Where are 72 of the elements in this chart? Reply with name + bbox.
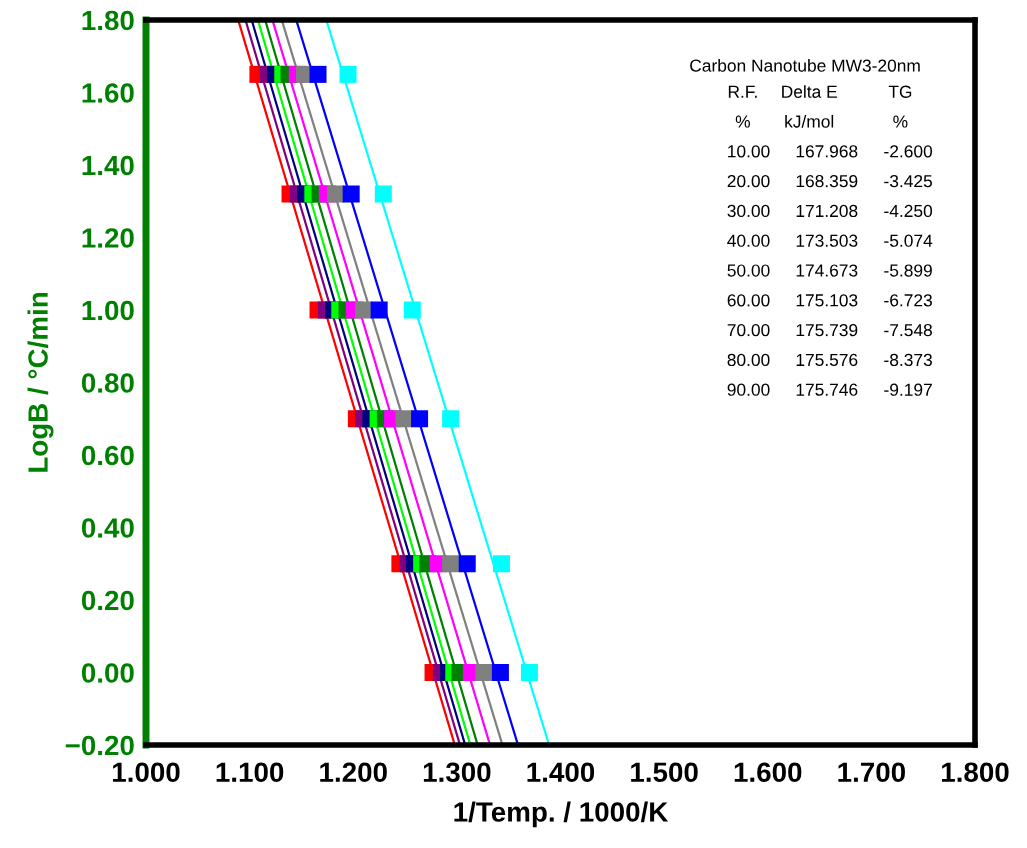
annotation: 175.103	[796, 294, 858, 307]
point	[475, 663, 493, 682]
point	[403, 301, 421, 319]
x-tick-label: 1.700	[838, 762, 905, 783]
point	[370, 301, 388, 319]
annotation: 40.00	[727, 234, 770, 247]
annotation: TG	[888, 85, 912, 98]
annotation: 90.00	[727, 383, 770, 396]
point	[339, 65, 357, 83]
x-tick-label: 1.200	[320, 762, 387, 783]
annotation: 20.00	[727, 174, 770, 188]
annotation: 175.739	[796, 323, 858, 337]
annotation: -5.899	[884, 264, 932, 277]
annotation: -6.723	[884, 294, 932, 307]
x-tick-label: 1.300	[423, 762, 491, 783]
y-tick-label: 1.40	[82, 155, 134, 176]
annotation: -4.250	[884, 204, 933, 218]
annotation: 175.746	[796, 383, 858, 396]
annotation: -5.074	[884, 234, 933, 247]
annotation: 175.576	[796, 353, 858, 367]
annotation: 173.503	[796, 234, 858, 247]
annotation: 30.00	[727, 204, 770, 218]
y-tick-label: 0.40	[81, 518, 134, 538]
y-tick-label: 0.80	[81, 373, 134, 393]
x-axis-title: 1/Temp. / 1000/K	[454, 801, 669, 828]
point	[520, 663, 538, 682]
annotation: -3.425	[884, 174, 932, 188]
point	[411, 410, 429, 428]
annotation: 167.968	[796, 145, 858, 158]
x-tick-label: 1.400	[527, 762, 595, 783]
y-tick-label: 1.00	[82, 300, 134, 321]
annotation: 50.00	[727, 264, 770, 277]
annotation: 70.00	[727, 323, 770, 337]
x-tick-label: 1.000	[113, 762, 180, 783]
x-tick-label: 1.500	[631, 762, 698, 783]
y-tick-label: 1.60	[82, 83, 134, 103]
annotation: 80.00	[727, 353, 770, 367]
annotation: %	[735, 115, 750, 128]
point	[442, 555, 460, 573]
annotation: 168.359	[796, 174, 858, 188]
y-tick-label: 0.60	[81, 445, 134, 466]
y-tick-label: 0.20	[81, 590, 134, 611]
y-tick-label: 1.20	[82, 228, 134, 248]
y-tick-label: 0.00	[81, 663, 134, 683]
annotation: R.F.	[728, 85, 757, 98]
point	[309, 65, 327, 83]
annotation: 10.00	[728, 145, 770, 158]
point	[342, 185, 360, 203]
annotation: 60.00	[727, 294, 770, 307]
annotation: 171.208	[796, 204, 858, 218]
x-tick-label: 1.800	[942, 762, 1009, 783]
y-tick-label: 1.80	[82, 10, 134, 31]
y-axis-title: LogB / °C/min	[27, 293, 54, 472]
x-tick-label: 1.600	[734, 762, 802, 783]
annotation: Delta E	[782, 85, 837, 98]
annotation: -2.600	[884, 145, 933, 158]
point	[374, 185, 392, 203]
annotation: -8.373	[884, 353, 932, 367]
x-tick-label: 1.100	[216, 762, 284, 783]
y-tick-label: −0.20	[65, 735, 134, 756]
point	[492, 555, 510, 573]
annotation: kJ/mol	[785, 114, 834, 128]
annotation: -7.548	[884, 323, 932, 337]
annotation: %	[893, 115, 908, 128]
point	[442, 410, 460, 428]
point	[458, 555, 476, 573]
annotation: -9.197	[884, 383, 932, 396]
point	[491, 663, 509, 682]
annotation: Carbon Nanotube MW3-20nm	[690, 59, 920, 72]
point	[355, 301, 373, 319]
annotation: 174.673	[796, 264, 858, 277]
point	[327, 185, 345, 203]
